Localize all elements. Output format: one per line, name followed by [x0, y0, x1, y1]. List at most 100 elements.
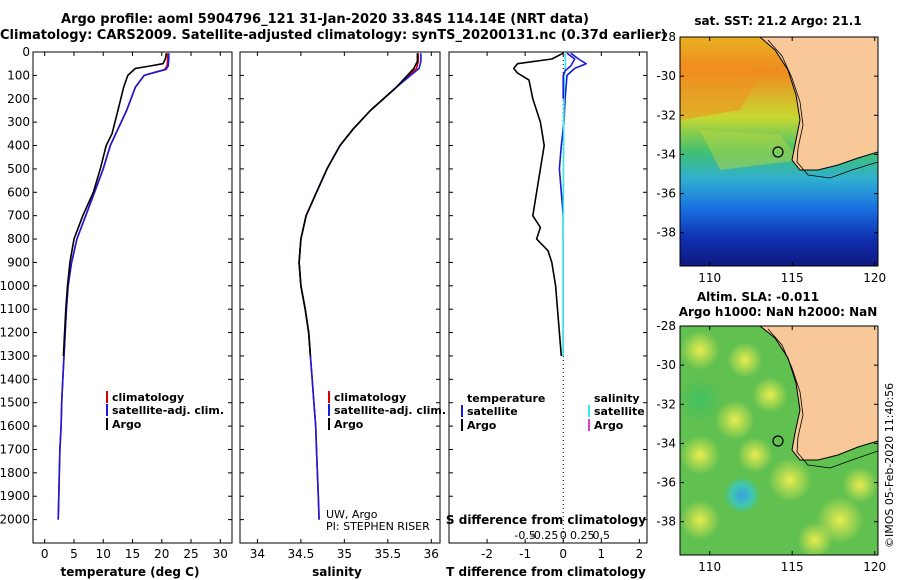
map-y-tick-label: -32	[656, 108, 676, 122]
legend-satellite-label: satellite-adj. clim.	[112, 404, 224, 417]
sla-blob	[768, 458, 812, 502]
x-tick-label: 0	[559, 547, 567, 561]
sla-land	[760, 326, 878, 460]
x-tick-label: -2	[481, 547, 493, 561]
x-tick-label: 0	[41, 547, 49, 561]
y-tick-label: 1700	[0, 442, 30, 456]
map-y-tick-label: -30	[656, 358, 676, 372]
y-tick-label: 1000	[0, 279, 30, 293]
legend-temperature-title: temperature	[467, 392, 545, 405]
map-y-tick-label: -34	[656, 436, 676, 450]
sla-blob	[680, 500, 720, 540]
legend-s-satellite-swatch	[588, 405, 590, 417]
legend-t-satellite-label: satellite	[467, 405, 518, 418]
legend-climatology-swatch	[106, 391, 108, 403]
sla-blob	[752, 377, 788, 413]
y-tick-label: 500	[7, 162, 30, 176]
sla-blob	[727, 342, 763, 378]
difference-panel: -2 -1 0 1 2 -0.5-0.25 0 0.250.5 T difference fr…	[446, 51, 648, 579]
legend-s-argo-label: Argo	[594, 419, 624, 432]
x-tick-label: 34.5	[288, 547, 315, 561]
sst-land	[760, 37, 878, 170]
temperature-axes-box	[32, 51, 233, 544]
sla-map-title2: Argo h1000: NaN h2000: NaN	[679, 305, 878, 319]
legend-s-satellite-label: satellite	[594, 405, 645, 418]
map-x-tick-label: 115	[781, 271, 804, 285]
x-tick-label: 30	[213, 547, 228, 561]
map-y-tick-label: -32	[656, 397, 676, 411]
x-tick-label: 35	[337, 547, 352, 561]
series-line-argo	[62, 53, 168, 357]
temperature-panel: 0 5 10 15 20 25 300100200300400500600700800900…	[0, 45, 233, 579]
sla-blob	[724, 477, 760, 513]
x-tick-label: 25	[183, 547, 198, 561]
sla-blob	[680, 330, 720, 370]
map-x-tick-label: 110	[698, 271, 721, 285]
sst-map-title: sat. SST: 21.2 Argo: 21.1	[694, 14, 861, 28]
series-line-s-satellite	[562, 53, 567, 356]
series-line-t-argo	[512, 52, 564, 357]
x-tick-label: -1	[519, 547, 531, 561]
y-tick-label: 1500	[0, 396, 30, 410]
x-tick-label: 15	[125, 547, 140, 561]
x2-tick-label: -0.25	[530, 529, 558, 542]
x-tick-label: 35.5	[374, 547, 401, 561]
sla-blob	[715, 400, 755, 440]
y-tick-label: 400	[7, 139, 30, 153]
y-tick-label: 900	[7, 255, 30, 269]
y-tick-label: 700	[7, 209, 30, 223]
map-y-tick-label: -38	[656, 226, 676, 240]
difference-s-xlabel: S difference from climatology	[446, 513, 646, 527]
x-tick-label: 10	[96, 547, 111, 561]
sst-coastline	[759, 37, 878, 171]
y-tick-label: 0	[22, 45, 30, 59]
sst-float-marker	[772, 146, 784, 158]
y-tick-label: 1400	[0, 372, 30, 386]
x-tick-label: 34	[250, 547, 265, 561]
legend-satellite-label: satellite-adj. clim.	[334, 404, 446, 417]
difference-axes-box	[448, 51, 648, 544]
title-line-1: Argo profile: aoml 5904796_121 31-Jan-20…	[61, 12, 589, 27]
legend-climatology-label: climatology	[334, 391, 406, 404]
x-tick-label: 1	[597, 547, 605, 561]
x2-tick-label: 0.5	[593, 529, 611, 542]
salinity-panel: 34 34.5 35 35.5 36 salinity climatology sate…	[239, 51, 446, 579]
legend-salinity-title: salinity	[594, 392, 640, 405]
series-line-satellite-adj-clim-	[57, 53, 170, 520]
series-line-s-argo	[562, 52, 576, 99]
legend-argo-swatch	[106, 418, 108, 430]
sla-blob	[680, 378, 722, 422]
y-tick-label: 200	[7, 92, 30, 106]
map-x-tick-label: 120	[863, 271, 886, 285]
title-line-2: Climatology: CARS2009. Satellite-adjuste…	[0, 28, 667, 43]
salinity-xlabel: salinity	[312, 565, 362, 579]
legend-argo-label: Argo	[334, 418, 364, 431]
y-tick-label: 1300	[0, 349, 30, 363]
y-tick-label: 1100	[0, 302, 30, 316]
temperature-xlabel: temperature (deg C)	[61, 565, 200, 579]
salinity-annotation-line1: UW, Argo	[326, 508, 378, 521]
y-tick-label: 1900	[0, 489, 30, 503]
sst-map: sat. SST: 21.2 Argo: 21.1 -28 -30 -32 -34 -3…	[656, 14, 886, 285]
sst-mid-patch	[700, 130, 800, 170]
sla-blob	[842, 467, 878, 503]
map-y-tick-label: -36	[656, 476, 676, 490]
sla-float-marker	[772, 435, 784, 447]
sla-blob	[737, 437, 773, 473]
y-tick-label: 1200	[0, 326, 30, 340]
salinity-annotation-line2: PI: STEPHEN RISER	[326, 520, 430, 533]
x2-tick-label: 0.25	[570, 529, 595, 542]
difference-t-xlabel: T difference from climatology	[446, 565, 646, 579]
sst-axes-box	[679, 36, 879, 267]
map-y-tick-label: -34	[656, 147, 676, 161]
temperature-legend: climatology satellite-adj. clim. Argo	[106, 391, 224, 431]
legend-satellite-swatch	[106, 404, 108, 416]
sla-map-title1: Altim. SLA: -0.011	[697, 290, 819, 304]
map-y-tick-label: -38	[656, 515, 676, 529]
map-y-tick-label: -28	[656, 30, 676, 44]
legend-t-satellite-swatch	[461, 405, 463, 417]
difference-legend: temperature satellite Argo salinity sate…	[461, 392, 645, 432]
map-x-tick-label: 110	[698, 560, 721, 574]
legend-argo-swatch	[328, 418, 330, 430]
